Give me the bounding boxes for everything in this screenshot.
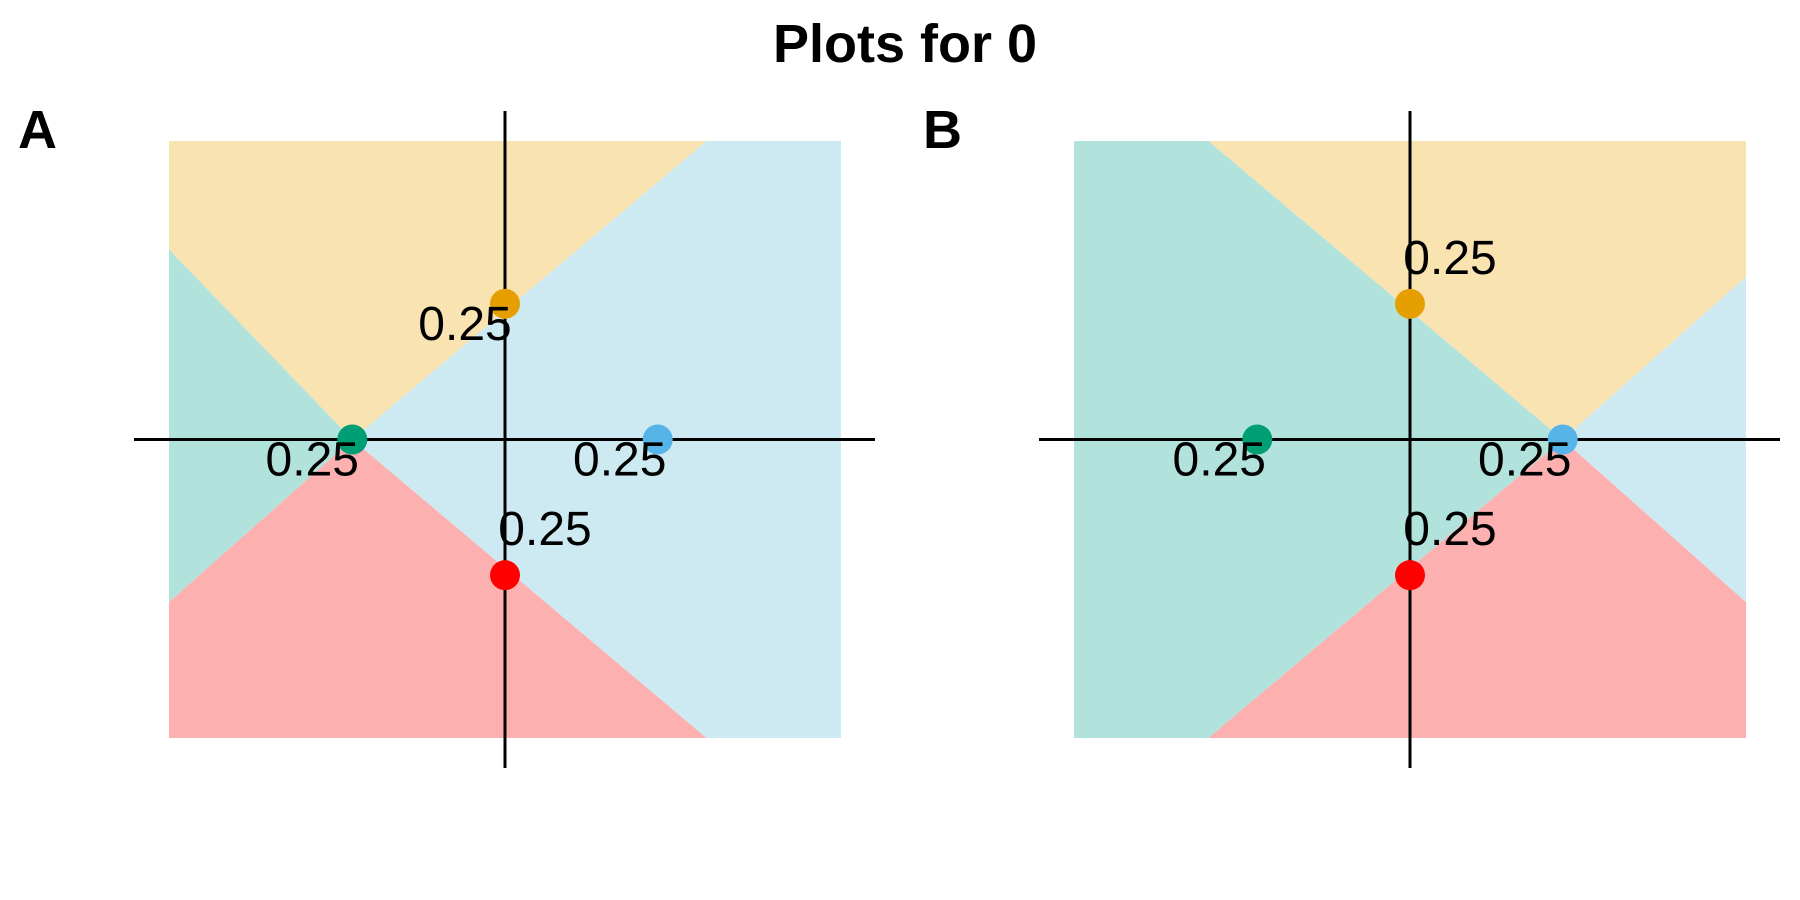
panel-b-region-orange: [1208, 141, 1746, 440]
panel-a-point-labels: 0.25 0.25 0.25 0.25: [266, 298, 667, 556]
panel-b-point-red: [1395, 560, 1425, 591]
figure-title: Plots for 0: [773, 14, 1037, 74]
panel-b-point-label-orange: 0.25: [1403, 232, 1496, 285]
panel-b: B 0.25 0.25 0.25 0.25: [923, 100, 1780, 768]
panel-a-point-red: [490, 560, 520, 591]
panel-b-points: [1242, 288, 1578, 591]
panel-b-point-label-green: 0.25: [1173, 434, 1266, 487]
panel-a: A 0.25 0.25 0.25 0.25: [18, 100, 875, 768]
panel-a-points: [337, 288, 673, 591]
panel-b-point-blue: [1547, 424, 1578, 455]
panel-a-point-label-blue: 0.25: [573, 434, 666, 487]
panel-b-point-label-blue: 0.25: [1478, 434, 1571, 487]
panel-a-point-label-green: 0.25: [266, 434, 359, 487]
panel-b-axes: [1039, 111, 1780, 768]
panel-a-region-red: [169, 439, 707, 738]
panel-b-point-green: [1242, 424, 1273, 455]
panel-b-point-labels: 0.25 0.25 0.25 0.25: [1173, 232, 1572, 556]
panel-a-point-orange: [490, 288, 520, 319]
panel-a-axes: [134, 111, 875, 768]
panel-b-tag: B: [923, 100, 962, 160]
panel-b-point-orange: [1395, 288, 1425, 319]
panel-a-tag: A: [18, 100, 57, 160]
panel-a-point-label-red: 0.25: [498, 503, 591, 556]
panel-a-region-green: [169, 249, 353, 603]
panel-a-point-label-orange: 0.25: [418, 298, 511, 351]
panel-a-point-green: [337, 424, 368, 455]
panel-b-point-label-red: 0.25: [1403, 503, 1496, 556]
panel-b-region-red: [1208, 439, 1746, 738]
panel-a-region-orange: [169, 141, 707, 440]
panel-a-point-blue: [642, 424, 673, 455]
